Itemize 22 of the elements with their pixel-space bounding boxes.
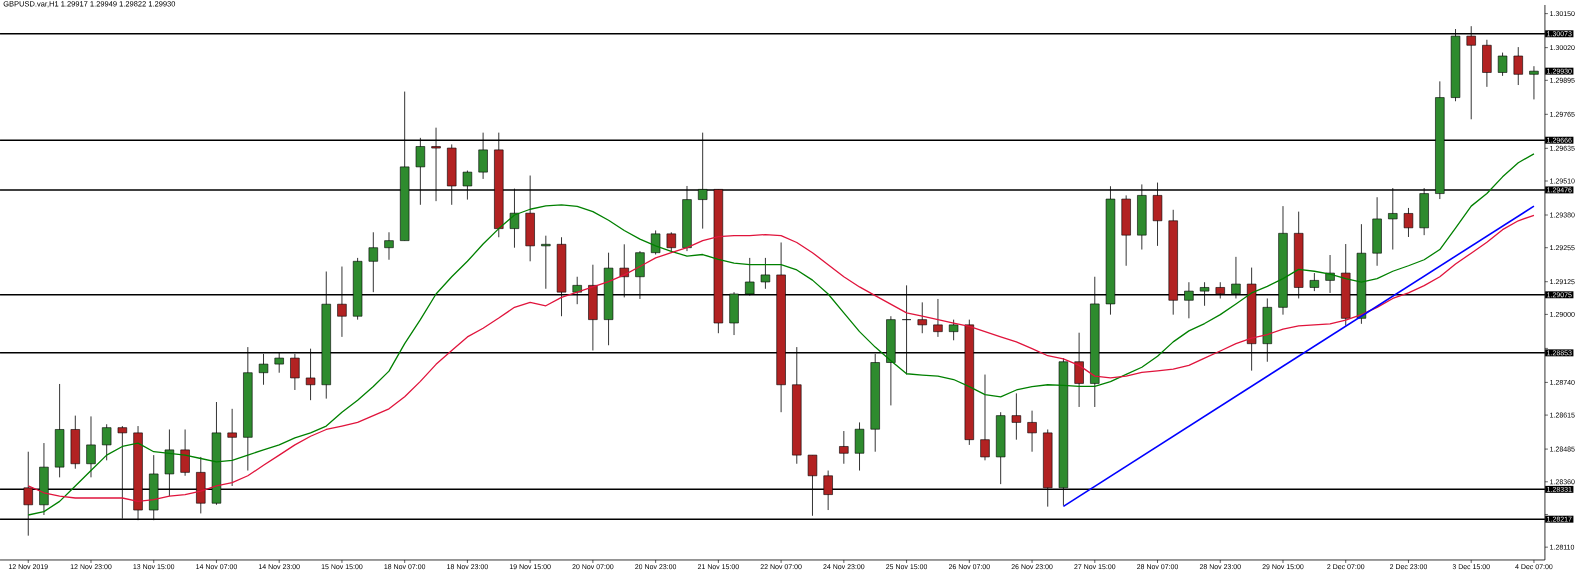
candlestick [839, 430, 849, 465]
candlestick [86, 416, 96, 478]
candlestick [101, 423, 112, 461]
candlestick [384, 231, 394, 261]
candlestick [541, 235, 551, 290]
candlestick [1497, 52, 1508, 77]
candlestick [1403, 207, 1414, 238]
candlestick [180, 429, 190, 477]
candlestick [1027, 410, 1037, 453]
candlestick [666, 231, 676, 252]
candlestick [650, 230, 661, 255]
candlestick [1529, 65, 1539, 100]
candlestick [1513, 46, 1523, 86]
candlestick [1309, 272, 1320, 292]
candlestick [1011, 392, 1022, 441]
candlestick [368, 231, 378, 293]
candlestick [980, 374, 990, 461]
candlestick [917, 301, 927, 334]
candlestick [760, 257, 771, 290]
candlestick [227, 408, 237, 487]
candlestick [948, 319, 959, 341]
candlestick [933, 298, 943, 338]
